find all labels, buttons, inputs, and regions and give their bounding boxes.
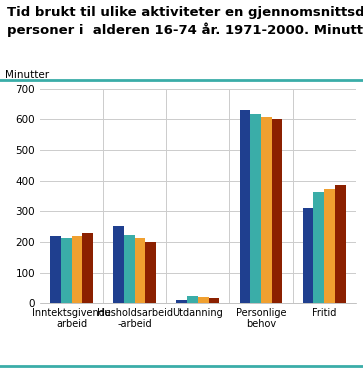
Legend: 1971, 1980, 1990, 2000: 1971, 1980, 1990, 2000: [85, 369, 310, 370]
Bar: [261, 117, 272, 303]
Bar: [250, 114, 261, 303]
Bar: [324, 189, 335, 303]
Text: Tid brukt til ulike aktiviteter en gjennomsnittsdag blant
personer i  alderen 16: Tid brukt til ulike aktiviteter en gjenn…: [7, 6, 363, 37]
Bar: [187, 296, 198, 303]
Bar: [303, 208, 313, 303]
Bar: [135, 238, 146, 303]
Bar: [209, 298, 219, 303]
Bar: [82, 233, 93, 303]
Bar: [61, 238, 72, 303]
Text: Minutter: Minutter: [5, 70, 49, 80]
Bar: [272, 120, 282, 303]
Bar: [50, 236, 61, 303]
Bar: [146, 242, 156, 303]
Bar: [313, 192, 324, 303]
Bar: [124, 235, 135, 303]
Bar: [240, 110, 250, 303]
Bar: [113, 226, 124, 303]
Bar: [72, 236, 82, 303]
Bar: [176, 300, 187, 303]
Bar: [198, 297, 209, 303]
Bar: [335, 185, 346, 303]
